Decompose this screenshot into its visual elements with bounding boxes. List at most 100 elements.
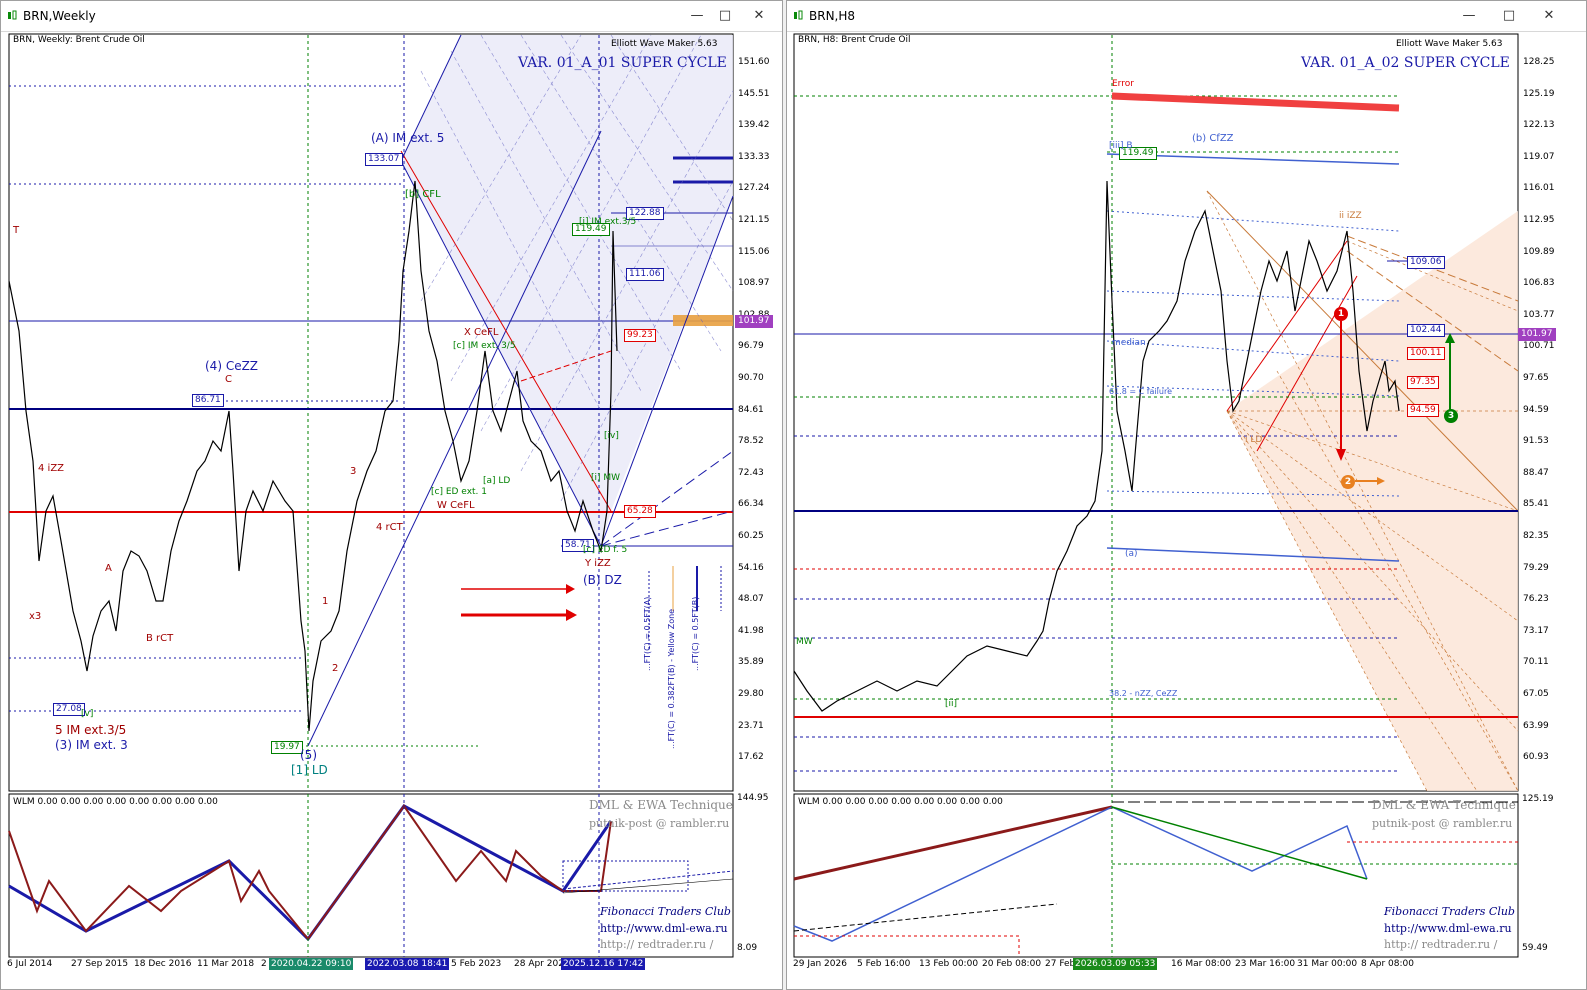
time-label: 2 xyxy=(261,959,267,969)
wave-label: 38.2 - nZZ, CeZZ xyxy=(1109,689,1178,698)
left-ewm-label: Elliott Wave Maker 5.63 xyxy=(611,39,718,49)
price-axis-label: 122.13 xyxy=(1523,120,1555,131)
left-chart-window[interactable]: BRN,Weekly — □ ✕ xyxy=(0,0,783,990)
right-variant-title: VAR. 01_A_02 SUPER CYCLE xyxy=(1301,55,1510,71)
minimize-button[interactable]: — xyxy=(690,8,704,23)
price-axis-label: 94.59 xyxy=(1523,404,1549,415)
wave-label: (3) IM ext. 3 xyxy=(55,738,128,752)
time-label: 28 Apr 202 xyxy=(514,959,564,969)
right-time-axis[interactable]: 29 Jan 2026 5 Feb 16:00 13 Feb 00:00 20 … xyxy=(787,958,1586,972)
price-axis-label: 84.61 xyxy=(738,404,764,415)
time-label: 27 Feb xyxy=(1045,959,1076,969)
left-time-axis[interactable]: 6 Jul 2014 27 Sep 2015 18 Dec 2016 11 Ma… xyxy=(1,958,782,972)
left-osc-header: WLM 0.00 0.00 0.00 0.00 0.00 0.00 0.00 0… xyxy=(13,797,218,807)
right-main-chart[interactable] xyxy=(787,31,1587,990)
right-url-redtrader[interactable]: http:// redtrader.ru / xyxy=(1384,938,1498,951)
price-axis-label: 79.29 xyxy=(1523,562,1549,573)
price-axis-label: 67.05 xyxy=(1523,689,1549,699)
left-url-redtrader[interactable]: http:// redtrader.ru / xyxy=(600,938,714,951)
price-axis-label: 116.01 xyxy=(1523,183,1555,194)
price-axis-label: 139.42 xyxy=(738,120,770,131)
scenario-marker-2: 2 xyxy=(1341,475,1355,489)
left-titlebar[interactable]: BRN,Weekly — □ ✕ xyxy=(1,1,782,32)
wave-label: ii iZZ xyxy=(1339,211,1362,221)
wave-label: 61.8 = C failure xyxy=(1109,387,1172,396)
right-price-axis[interactable]: 128.25 125.19 122.13 119.07 116.01 112.95 109.… xyxy=(1520,57,1586,767)
price-axis-label: 151.60 xyxy=(738,57,770,67)
right-ewm-label: Elliott Wave Maker 5.63 xyxy=(1396,39,1503,49)
close-button[interactable]: ✕ xyxy=(753,8,765,23)
wave-label: 3 xyxy=(350,466,357,477)
price-tag: 99.23 xyxy=(624,329,656,342)
price-axis-label: 60.25 xyxy=(738,531,764,541)
price-tag: 119.49 xyxy=(572,223,610,236)
right-url-dmlewa[interactable]: http://www.dml-ewa.ru xyxy=(1384,922,1512,935)
right-mail-label: putnik-post @ rambler.ru xyxy=(1372,817,1513,830)
wave-label: B rCT xyxy=(146,633,174,644)
price-tag: 58.71 xyxy=(562,539,594,552)
wave-label: (a) xyxy=(1125,549,1138,559)
price-axis-label: 63.99 xyxy=(1523,720,1549,731)
price-axis-label: 54.16 xyxy=(738,562,764,573)
price-axis-label: 102.88 xyxy=(738,310,770,320)
price-axis-label: 96.79 xyxy=(738,341,764,352)
price-axis-label: 125.19 xyxy=(1523,88,1555,99)
price-axis-label: 133.33 xyxy=(738,151,770,162)
wave-label: [i] MW xyxy=(591,473,621,483)
time-label: 27 Sep 2015 xyxy=(71,959,129,969)
right-titlebar[interactable]: BRN,H8 — □ ✕ xyxy=(787,1,1586,32)
price-axis-label: 88.47 xyxy=(1523,467,1549,478)
wave-label: median xyxy=(1112,338,1146,348)
close-button[interactable]: ✕ xyxy=(1543,8,1555,23)
wave-label: Y iZZ xyxy=(585,558,611,569)
right-chart-window[interactable]: BRN,H8 — □ ✕ xyxy=(786,0,1587,990)
price-axis-label: 35.89 xyxy=(738,657,764,668)
price-axis-label: 112.95 xyxy=(1523,215,1555,225)
right-osc-header: WLM 0.00 0.00 0.00 0.00 0.00 0.00 0.00 0… xyxy=(798,797,1003,807)
left-price-axis[interactable]: 151.60 145.51 139.42 133.33 127.24 121.15 115.… xyxy=(735,57,782,767)
time-marker: 2025.12.16 17:42 xyxy=(561,958,646,970)
right-window-title: BRN,H8 xyxy=(809,9,856,23)
price-axis-label: 91.53 xyxy=(1523,436,1549,447)
maximize-button[interactable]: □ xyxy=(1502,8,1516,23)
left-main-chart[interactable] xyxy=(1,31,783,990)
time-marker: 2022.03.08 18:41 xyxy=(365,958,450,970)
price-tag: 119.49 xyxy=(1119,147,1157,160)
minimize-button[interactable]: — xyxy=(1462,8,1476,23)
time-marker: 2026.03.09 05:33 xyxy=(1073,958,1158,970)
price-axis-label: 73.17 xyxy=(1523,625,1549,636)
right-osc-axis-top: 125.19 xyxy=(1522,794,1554,804)
left-chart-header: BRN, Weekly: Brent Crude Oil xyxy=(13,35,145,45)
price-axis-label: 103.77 xyxy=(1523,309,1555,320)
wave-label: (A) IM ext. 5 xyxy=(371,131,445,145)
maximize-button[interactable]: □ xyxy=(718,8,732,23)
time-label: 20 Feb 08:00 xyxy=(982,959,1042,969)
price-axis-label: 128.25 xyxy=(1523,57,1555,67)
price-tag: 109.06 xyxy=(1407,256,1445,269)
wave-label: W CeFL xyxy=(437,500,475,511)
left-dml-label: DML & EWA Technique xyxy=(589,798,733,812)
price-axis-label: 66.34 xyxy=(738,499,764,510)
price-tag: 65.28 xyxy=(624,505,656,518)
left-url-dmlewa[interactable]: http://www.dml-ewa.ru xyxy=(600,922,728,935)
price-axis-label: 23.71 xyxy=(738,720,764,731)
left-osc-axis-bottom: 8.09 xyxy=(737,943,758,953)
price-axis-label: 17.62 xyxy=(738,752,764,763)
right-fib-label: Fibonacci Traders Club xyxy=(1384,905,1515,918)
price-axis-label: 82.35 xyxy=(1523,531,1549,541)
left-fib-label: Fibonacci Traders Club xyxy=(600,905,731,918)
price-tag: 122.88 xyxy=(626,207,664,220)
price-axis-label: 90.70 xyxy=(738,373,764,383)
price-axis-label: 85.41 xyxy=(1523,499,1549,510)
wave-label: [c] IM ext. 3/5 xyxy=(453,341,516,351)
price-axis-label: 70.11 xyxy=(1523,657,1549,668)
candle-chart-icon xyxy=(8,10,17,20)
price-tag: 100.11 xyxy=(1407,347,1445,360)
left-osc-axis-top: 144.95 xyxy=(737,793,769,803)
price-tag: 97.35 xyxy=(1407,376,1439,389)
wave-label: 2 xyxy=(332,663,339,674)
candle-chart-icon xyxy=(794,10,803,20)
price-tag: 27.08 xyxy=(53,703,85,716)
price-tag: 94.59 xyxy=(1407,404,1439,417)
wave-label: 4 iZZ xyxy=(38,463,65,474)
